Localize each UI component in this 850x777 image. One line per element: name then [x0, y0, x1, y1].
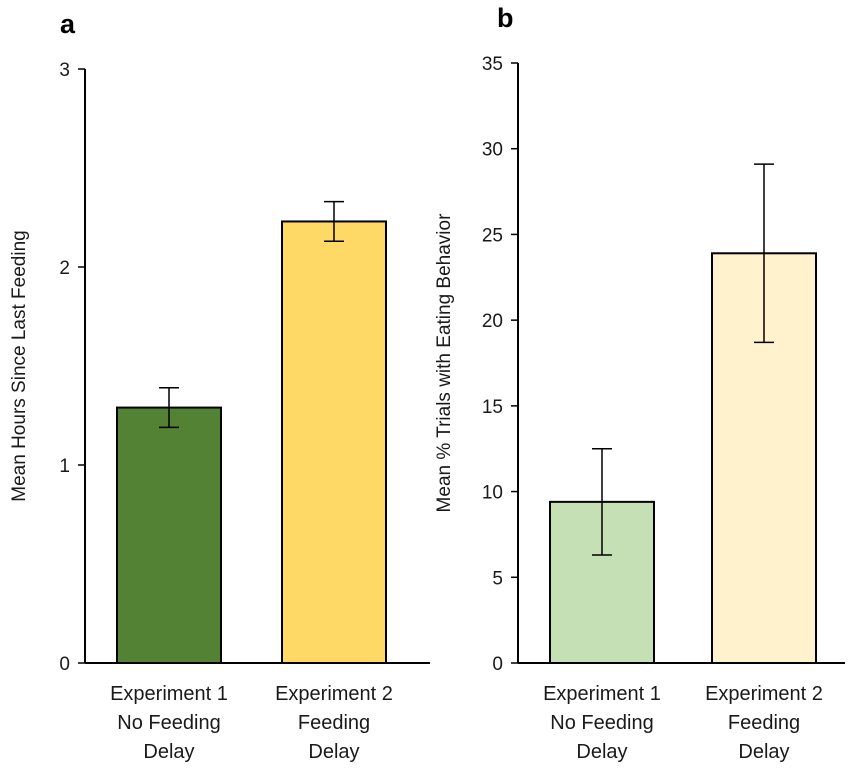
- y-tick-label: 3: [59, 60, 70, 81]
- x-tick-label: Experiment 1: [543, 683, 661, 705]
- chart-panel-b: b 0 5 10 15 20 25 30 35 Mean % Trials with Eating…: [434, 3, 845, 763]
- y-tick-label: 15: [482, 397, 503, 418]
- x-tick-label: Delay: [576, 741, 627, 763]
- y-tick-label: 20: [482, 311, 503, 332]
- x-tick-label: No Feeding: [117, 712, 220, 734]
- y-tick-label: 0: [59, 654, 70, 675]
- y-tick-label: 25: [482, 225, 503, 246]
- chart-panel-a: a 0 1 2 3 Mean Hours Since Last Feeding Experi…: [9, 9, 430, 763]
- panel-label: b: [497, 3, 514, 33]
- y-tick-label: 1: [59, 456, 70, 477]
- x-tick-label: No Feeding: [550, 712, 653, 734]
- bar: [281, 220, 387, 665]
- x-tick-label: Experiment 1: [110, 683, 228, 705]
- y-tick-label: 10: [482, 483, 503, 504]
- bar: [116, 406, 222, 664]
- y-tick-label: 30: [482, 140, 503, 161]
- y-tick-label: 35: [482, 54, 503, 75]
- y-axis-title: Mean Hours Since Last Feeding: [9, 230, 30, 501]
- x-tick-label: Experiment 2: [275, 683, 393, 705]
- panel-label: a: [60, 9, 76, 39]
- y-tick-label: 2: [59, 258, 70, 279]
- x-tick-label: Delay: [308, 741, 359, 763]
- y-tick-label: 5: [492, 568, 503, 589]
- x-tick-label: Delay: [738, 741, 789, 763]
- y-tick-label: 0: [492, 654, 503, 675]
- x-tick-label: Feeding: [728, 712, 800, 734]
- x-tick-label: Delay: [143, 741, 194, 763]
- x-tick-label: Feeding: [298, 712, 370, 734]
- y-axis-title: Mean % Trials with Eating Behavior: [434, 213, 455, 513]
- x-tick-label: Experiment 2: [705, 683, 823, 705]
